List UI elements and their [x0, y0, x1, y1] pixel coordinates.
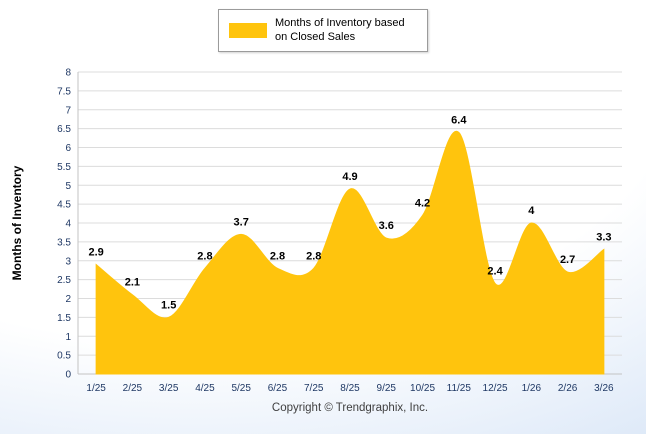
svg-text:3.6: 3.6 [379, 220, 394, 232]
svg-text:2.8: 2.8 [306, 250, 321, 262]
svg-text:2.8: 2.8 [197, 250, 212, 262]
svg-text:6.5: 6.5 [57, 124, 71, 135]
svg-text:1/25: 1/25 [86, 383, 106, 394]
svg-text:2.7: 2.7 [560, 254, 575, 266]
svg-text:2/25: 2/25 [123, 383, 143, 394]
legend: Months of Inventory based on Closed Sale… [218, 9, 428, 52]
area-chart: 0 0.5 1 1.5 2 2.5 3 3.5 4 4.5 5 5.5 6 6.5 7 7.5 8 1/25 2/2… [57, 68, 622, 394]
svg-text:12/25: 12/25 [483, 383, 508, 394]
svg-text:3.7: 3.7 [234, 216, 249, 228]
svg-text:8/25: 8/25 [340, 383, 360, 394]
copyright-text: Copyright © Trendgraphix, Inc. [271, 402, 429, 414]
svg-text:4: 4 [65, 219, 71, 230]
svg-text:0.5: 0.5 [57, 351, 71, 362]
svg-text:2.4: 2.4 [487, 265, 503, 277]
svg-text:7.5: 7.5 [57, 86, 71, 97]
svg-text:5/25: 5/25 [231, 383, 251, 394]
svg-text:7/25: 7/25 [304, 383, 324, 394]
svg-text:4.2: 4.2 [415, 197, 430, 209]
legend-label: Months of Inventory based on Closed Sale… [275, 17, 405, 44]
svg-text:1: 1 [65, 332, 71, 343]
svg-text:6/25: 6/25 [268, 383, 288, 394]
svg-text:5.5: 5.5 [57, 162, 71, 173]
svg-text:2.9: 2.9 [88, 247, 103, 259]
svg-text:9/25: 9/25 [377, 383, 397, 394]
svg-text:7: 7 [65, 105, 71, 116]
svg-text:3/25: 3/25 [159, 383, 179, 394]
svg-text:1/26: 1/26 [522, 383, 542, 394]
svg-text:2.5: 2.5 [57, 275, 71, 286]
svg-text:11/25: 11/25 [447, 383, 472, 394]
svg-text:1.5: 1.5 [57, 313, 71, 324]
svg-text:1.5: 1.5 [161, 299, 176, 311]
svg-text:4: 4 [528, 205, 535, 217]
svg-text:2: 2 [65, 294, 71, 305]
svg-text:2/26: 2/26 [558, 383, 578, 394]
svg-text:4.5: 4.5 [57, 200, 71, 211]
svg-text:4.9: 4.9 [342, 171, 357, 183]
svg-text:6: 6 [65, 143, 71, 154]
svg-text:5: 5 [65, 181, 71, 192]
svg-text:3.3: 3.3 [596, 231, 611, 243]
legend-swatch [229, 22, 267, 38]
svg-text:3.5: 3.5 [57, 237, 71, 248]
svg-text:8: 8 [65, 68, 71, 79]
svg-text:0: 0 [65, 370, 71, 381]
svg-text:3/26: 3/26 [594, 383, 614, 394]
svg-text:6.4: 6.4 [451, 114, 467, 126]
chart-area: 0 0.5 1 1.5 2 2.5 3 3.5 4 4.5 5 5.5 6 6.5 7 7.5 8 1/25 2/2… [0, 58, 646, 403]
svg-text:2.8: 2.8 [270, 250, 285, 262]
svg-text:10/25: 10/25 [410, 383, 435, 394]
svg-text:2.1: 2.1 [125, 277, 140, 289]
svg-text:3: 3 [65, 256, 71, 267]
svg-text:4/25: 4/25 [195, 383, 215, 394]
